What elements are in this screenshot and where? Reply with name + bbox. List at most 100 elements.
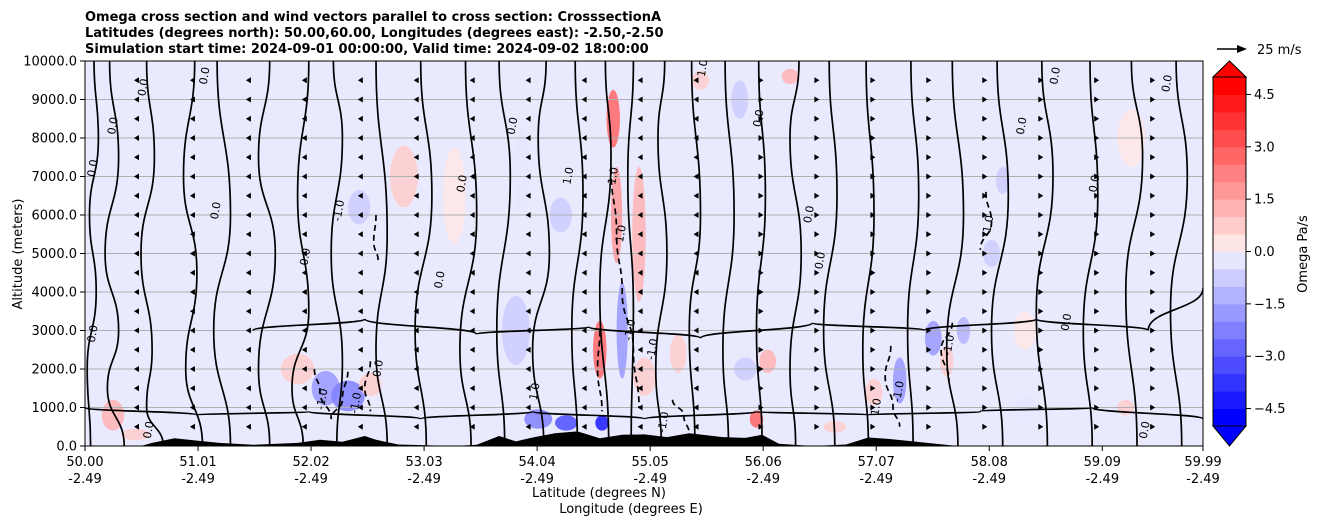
wind-vector: [189, 269, 195, 276]
wind-vector: [814, 154, 820, 161]
wind-vector: [301, 423, 307, 430]
chart-title-line-1: Omega cross section and wind vectors par…: [85, 10, 661, 25]
wind-vector: [245, 115, 251, 122]
wind-vector: [357, 192, 363, 199]
wind-vector: [982, 115, 988, 122]
wind-vector: [78, 77, 83, 83]
wind-vector: [758, 346, 764, 353]
wind-vector: [301, 192, 307, 199]
wind-vector: [1094, 115, 1100, 122]
wind-vector: [134, 135, 139, 141]
wind-vector: [1038, 212, 1044, 218]
wind-vector: [1038, 192, 1044, 199]
wind-vector: [1094, 404, 1100, 411]
wind-vector: [982, 96, 988, 103]
wind-vector: [245, 96, 251, 103]
wind-vector: [413, 269, 419, 276]
wind-vector: [1150, 173, 1156, 180]
wind-vector: [1150, 423, 1156, 430]
wind-vector: [870, 250, 876, 257]
wind-vector: [413, 96, 419, 103]
wind-vector: [357, 404, 363, 411]
y-tick-label: 2000.0: [32, 363, 78, 378]
wind-vector: [926, 231, 932, 238]
contour-label: -1.0: [655, 411, 672, 434]
contour-label: 0.0: [1047, 66, 1063, 85]
wind-vector: [1150, 77, 1156, 84]
y-tick-label: 8000.0: [32, 132, 78, 147]
wind-vector: [357, 173, 363, 180]
wind-vector: [357, 115, 363, 122]
wind-vector: [78, 116, 83, 122]
wind-vector: [982, 173, 988, 180]
wind-vector: [1094, 423, 1100, 430]
x-tick-label-latitude: 59.99: [1184, 455, 1221, 470]
wind-vector: [134, 115, 139, 122]
wind-vector: [1038, 404, 1044, 411]
wind-vector: [926, 135, 932, 141]
omega-contour: [85, 406, 1203, 420]
contour-labels: 0.0 0.0 0.0 0.0 0.0 0.0 0.0 -1.0 0.0 -1.0 -1.0 0.0 0…: [85, 61, 1175, 440]
wind-vector: [245, 366, 251, 372]
wind-vector: [189, 154, 195, 161]
omega-contour: [291, 61, 310, 446]
wind-vector: [637, 96, 643, 103]
wind-vector: [1150, 269, 1156, 276]
wind-vector: [413, 250, 419, 257]
wind-vector: [926, 154, 932, 161]
wind-vector: [814, 289, 820, 295]
wind-vector: [525, 135, 531, 141]
omega-contour: [459, 61, 478, 446]
negative-omega-contour: [940, 322, 954, 381]
wind-vector: [814, 346, 820, 353]
wind-vector: [814, 385, 820, 392]
wind-vector: [1038, 346, 1044, 353]
x-tick-label-longitude: -2.49: [1186, 472, 1220, 487]
wind-vector: [301, 173, 307, 180]
wind-vector: [189, 135, 195, 141]
x-tick-label-latitude: 52.02: [292, 455, 329, 470]
y-tick-label: 9000.0: [32, 93, 78, 108]
wind-vector: [1038, 96, 1044, 103]
wind-vector: [926, 269, 932, 276]
wind-vector: [693, 346, 699, 353]
omega-contour: [861, 61, 875, 446]
wind-vector: [189, 366, 195, 372]
wind-vector: [637, 135, 643, 141]
contour-label: 1.0: [527, 382, 543, 401]
contour-label: 0.0: [505, 116, 521, 135]
wind-vector: [1038, 115, 1044, 122]
wind-vector: [982, 192, 988, 199]
wind-vector: [758, 154, 764, 161]
wind-vector: [469, 346, 475, 353]
wind-vector: [134, 96, 139, 103]
omega-contour: [140, 61, 165, 446]
omega-contour: [789, 61, 803, 446]
wind-vector: [581, 327, 587, 334]
wind-vector: [134, 308, 139, 315]
wind-vector: [758, 289, 764, 295]
colorbar-band: [1213, 164, 1246, 183]
contour-label: -1.0: [348, 391, 365, 414]
wind-vector: [693, 212, 699, 218]
y-tick-label: 7000.0: [32, 170, 78, 185]
wind-vector: [525, 154, 531, 161]
negative-omega-contour: [979, 191, 993, 250]
wind-vector: [189, 96, 195, 103]
x-tick-label-latitude: 57.07: [858, 455, 895, 470]
colorbar-band: [1213, 303, 1246, 322]
wind-vector: [637, 289, 643, 295]
wind-vector: [814, 404, 820, 411]
wind-vector: [1038, 269, 1044, 276]
colorbar-band: [1213, 146, 1246, 165]
wind-vector: [357, 346, 363, 353]
wind-vector: [245, 250, 251, 257]
wind-vector: [758, 96, 764, 103]
wind-vector: [245, 77, 251, 84]
wind-vector: [1094, 135, 1100, 141]
contour-label: 1.0: [560, 166, 576, 185]
wind-vector: [982, 327, 988, 334]
contour-label: 0.0: [197, 66, 213, 85]
wind-vector: [78, 385, 83, 391]
wind-vector: [693, 404, 699, 411]
